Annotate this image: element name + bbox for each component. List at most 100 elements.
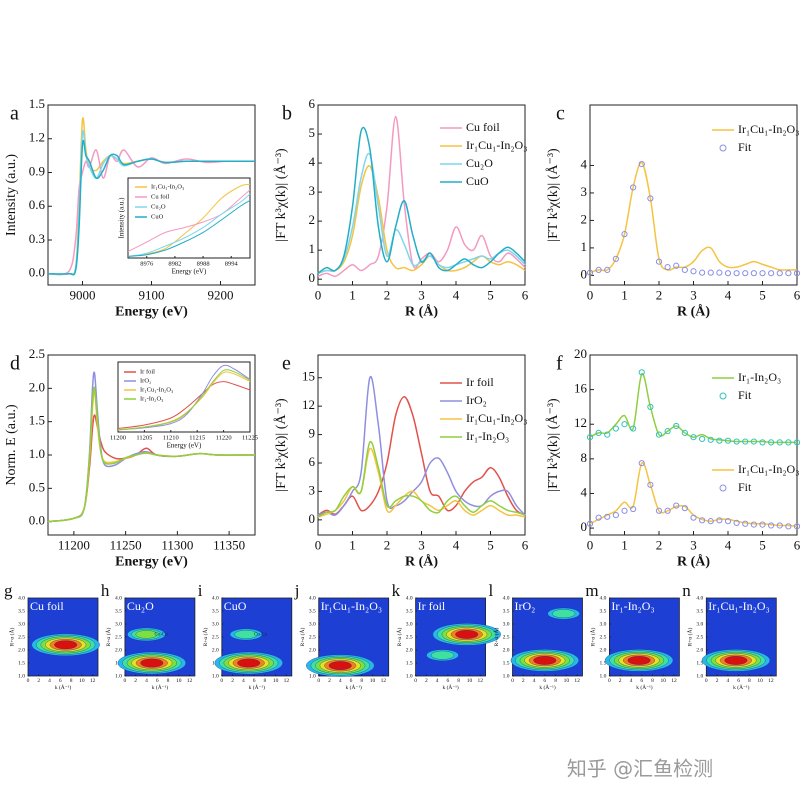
y-tick-label: 12 bbox=[574, 415, 587, 430]
fit-marker bbox=[768, 270, 775, 277]
fit-marker bbox=[595, 429, 602, 436]
y-tick-label: 2.0 bbox=[406, 647, 413, 653]
x-tick-label: 12 bbox=[768, 678, 774, 684]
y-tick-label: 0.0 bbox=[29, 513, 45, 528]
fit-marker bbox=[638, 460, 645, 467]
panel-label: n bbox=[682, 581, 691, 600]
series-line bbox=[47, 139, 255, 276]
fit-marker bbox=[621, 231, 628, 238]
y-tick-label: 1.5 bbox=[406, 660, 413, 666]
legend-label: CuO bbox=[466, 174, 489, 188]
series-line bbox=[317, 375, 526, 517]
x-tick-label: 11300 bbox=[161, 538, 193, 553]
fit-marker bbox=[630, 425, 637, 432]
fit-marker bbox=[759, 270, 766, 277]
legend-label: Cu foil bbox=[466, 120, 500, 134]
x-tick-label: 2 bbox=[656, 288, 663, 303]
map-title: Ir foil bbox=[418, 599, 446, 613]
y-tick-label: 1 bbox=[581, 239, 588, 254]
x-tick-label: 10 bbox=[273, 678, 279, 684]
y-axis-label: |FT k³χ(k)| (Å⁻³) bbox=[273, 148, 289, 242]
legend-label: Ir₁Cu₁-In₂O₃ bbox=[738, 462, 799, 476]
x-tick-label: 8 bbox=[748, 678, 751, 684]
panel-label: i bbox=[198, 581, 203, 600]
x-tick-label: 0 bbox=[315, 538, 322, 553]
contour-level bbox=[533, 656, 557, 665]
series-line bbox=[127, 183, 251, 257]
x-tick-label: 3 bbox=[418, 538, 425, 553]
panel-label: g bbox=[4, 581, 13, 600]
x-axis-label: k (Å⁻¹) bbox=[733, 683, 749, 691]
fit-marker bbox=[630, 184, 637, 191]
legend-label: Fit bbox=[738, 388, 752, 402]
y-tick-label: 2.0 bbox=[29, 379, 45, 394]
contour-level bbox=[54, 640, 78, 650]
y-tick-label: 3.5 bbox=[309, 608, 316, 614]
plot-frame bbox=[117, 361, 251, 433]
y-tick-label: 1.0 bbox=[406, 673, 413, 679]
y-tick-label: 1.5 bbox=[600, 660, 607, 666]
y-tick-label: 0.9 bbox=[29, 163, 45, 178]
contour-level bbox=[455, 630, 479, 639]
series-line bbox=[589, 161, 797, 274]
x-axis-label: k (Å⁻¹) bbox=[346, 683, 362, 691]
x-tick-label: 8 bbox=[70, 678, 73, 684]
y-tick-label: 6 bbox=[309, 96, 316, 111]
y-tick-label: 2.5 bbox=[600, 634, 607, 640]
y-tick-label: 4.0 bbox=[18, 595, 25, 601]
series-line bbox=[127, 189, 251, 253]
legend-label: Cu foil bbox=[151, 193, 169, 200]
map-title: Ir₁-In₂O₃ bbox=[611, 599, 654, 613]
legend-label: Fit bbox=[738, 140, 752, 154]
legend-label: Fit bbox=[738, 480, 752, 494]
y-tick-label: 1.0 bbox=[212, 673, 219, 679]
contour-level bbox=[627, 656, 651, 665]
fit-marker bbox=[630, 505, 637, 513]
peak-annotation: Cu-Cu bbox=[154, 633, 168, 638]
x-tick-label: 6 bbox=[59, 678, 62, 684]
y-tick-label: 4.0 bbox=[309, 595, 316, 601]
x-tick-label: 12 bbox=[671, 678, 677, 684]
fit-marker bbox=[750, 438, 757, 445]
y-tick-label: 3.0 bbox=[18, 621, 25, 627]
y-tick-label: 4.0 bbox=[406, 595, 413, 601]
plot-frame bbox=[317, 354, 526, 536]
x-tick-label: 12 bbox=[381, 678, 387, 684]
y-tick-label: 4.0 bbox=[600, 595, 607, 601]
legend-label: Ir₁Cu₁-In₂O₃ bbox=[466, 411, 527, 425]
peak-annotation: Cu-Cu bbox=[254, 633, 268, 638]
panel-label: e bbox=[282, 353, 291, 375]
fit-marker bbox=[768, 439, 775, 446]
x-tick-label: 2 bbox=[231, 678, 234, 684]
x-tick-label: 11215 bbox=[189, 434, 205, 441]
fit-marker bbox=[690, 514, 697, 521]
x-axis-label: k (Å⁻¹) bbox=[55, 683, 71, 691]
fit-marker bbox=[586, 269, 594, 276]
y-tick-label: 2.0 bbox=[600, 647, 607, 653]
x-axis-label: Energy (eV) bbox=[115, 555, 188, 570]
y-axis-label: Intensity (a.u.) bbox=[4, 154, 19, 236]
y-tick-label: 3.0 bbox=[212, 621, 219, 627]
legend-label: Ir foil bbox=[140, 368, 155, 375]
legend-label: Cu₂O bbox=[151, 203, 166, 210]
contour-level bbox=[328, 661, 352, 670]
x-tick-label: 6 bbox=[447, 678, 450, 684]
fit-marker bbox=[621, 421, 628, 428]
map-title: Cu foil bbox=[30, 599, 64, 613]
x-tick-label: 8982 bbox=[168, 260, 181, 267]
y-tick-label: 9 bbox=[309, 426, 316, 441]
y-tick-label: 4 bbox=[309, 154, 316, 169]
fit-marker bbox=[776, 439, 783, 446]
fit-marker bbox=[733, 519, 740, 526]
x-tick-label: 2 bbox=[619, 678, 622, 684]
y-tick-label: 4.0 bbox=[503, 595, 510, 601]
y-tick-label: 16 bbox=[574, 381, 588, 396]
legend-marker bbox=[719, 392, 727, 400]
x-axis-label: Energy (eV) bbox=[115, 305, 188, 320]
fit-marker bbox=[655, 507, 663, 514]
panel-label: h bbox=[101, 581, 110, 600]
y-tick-label: 15 bbox=[302, 369, 315, 384]
fit-marker bbox=[673, 422, 680, 430]
y-tick-label: 1.0 bbox=[600, 673, 607, 679]
x-tick-label: 6 bbox=[737, 678, 740, 684]
